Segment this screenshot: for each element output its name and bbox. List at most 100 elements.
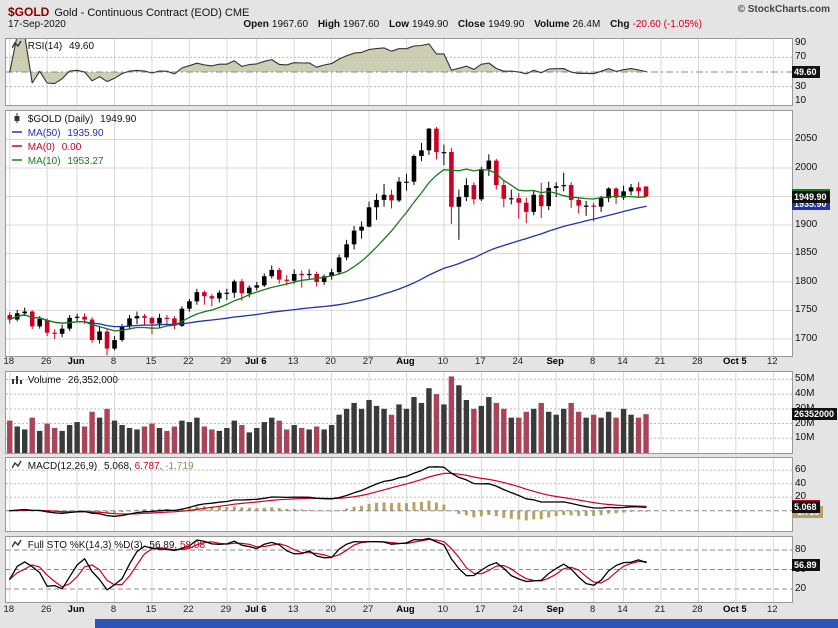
low-value: 1949.90	[411, 19, 449, 30]
open-label: Open	[243, 19, 269, 30]
axis-label: 1800	[795, 275, 818, 287]
ma50-line-icon	[12, 127, 22, 141]
macd-value: 5.068,	[104, 461, 132, 472]
stochastics-k-value: 56.89,	[149, 540, 178, 551]
date-label: 21	[654, 356, 666, 367]
date-label: 26	[40, 604, 52, 615]
axis-label: 40	[795, 477, 807, 489]
macd-signal-value: 6.787,	[134, 461, 163, 472]
price-plot	[6, 111, 792, 356]
value-box: 49.60	[792, 66, 820, 79]
rsi-plot	[6, 39, 792, 105]
date-label: Sep	[546, 356, 564, 367]
value-box: 26352000	[792, 408, 838, 421]
axis-label: 40M	[795, 388, 815, 400]
date-label: Jun	[67, 356, 85, 367]
date-label: Sep	[546, 604, 564, 615]
axis-label: 1850	[795, 247, 818, 259]
macd-panel	[5, 457, 793, 532]
copyright-label: © StockCharts.com	[737, 4, 830, 15]
axis-label: 10M	[795, 432, 815, 444]
axis-label: 30	[795, 80, 807, 92]
date-label: 10	[437, 356, 449, 367]
date-label: 17	[475, 356, 486, 367]
chart-date: 17-Sep-2020	[8, 19, 66, 30]
date-label: 15	[145, 604, 157, 615]
volume-legend: Volume 26,352,000	[12, 374, 118, 387]
rsi-value: 49.60	[69, 41, 95, 52]
date-label: 8	[589, 356, 596, 367]
date-label: 21	[654, 604, 666, 615]
stochastics-panel	[5, 536, 793, 603]
date-label: Aug	[396, 604, 415, 615]
macd-label: MACD(12,26,9)	[27, 461, 98, 472]
rsi-panel	[5, 38, 793, 106]
date-label: 14	[617, 604, 628, 615]
date-label: 10	[437, 604, 449, 615]
volume-label: Volume	[534, 19, 570, 30]
date-label: Jul 6	[244, 356, 267, 367]
bottom-blue-strip	[95, 619, 838, 628]
axis-label: 20M	[795, 417, 815, 429]
stochastics-legend: Full STO %K(14,3) %D(3) 56.89, 58.08	[11, 539, 206, 552]
ma50-value: 1935.90	[67, 128, 104, 139]
quote-row: Open 1967.60 High 1967.60 Low 1949.90 Close…	[236, 19, 702, 30]
chart-header: $GOLD Gold - Continuous Contract (EOD) CM…	[8, 3, 249, 21]
axis-label: 20	[795, 491, 807, 503]
symbol-description: Gold - Continuous Contract (EOD) CME	[54, 7, 250, 19]
high-label: High	[317, 19, 341, 30]
stochastics-d-value: 58.08	[180, 540, 206, 551]
date-label: 22	[183, 604, 194, 615]
date-label: 12	[766, 604, 778, 615]
date-axis-bottom: 18 26 Jun 8 15 22 29 Jul 6 13 20 27 Aug 10 17 24 Sep 8 14…	[0, 604, 838, 617]
date-label: 27	[362, 604, 374, 615]
date-label: Jul 6	[244, 604, 267, 615]
date-label: 13	[287, 604, 299, 615]
close-value: 1949.90	[488, 19, 525, 30]
date-label: 18	[3, 604, 15, 615]
date-label: 27	[362, 356, 374, 367]
date-label: 8	[110, 356, 117, 367]
axis-label: 20	[795, 583, 807, 594]
date-label: 29	[220, 604, 232, 615]
date-label: Jun	[67, 604, 85, 615]
price-legend-symbol: $GOLD (Daily)	[27, 114, 94, 125]
date-label: 24	[512, 604, 524, 615]
ma0-label: MA(0)	[27, 142, 56, 153]
close-label: Close	[457, 19, 486, 30]
price-panel	[5, 110, 793, 357]
volume-plot	[6, 372, 792, 453]
macd-legend: MACD(12,26,9) 5.068, 6.787, -1.719	[11, 460, 194, 473]
value-box: 5.068	[792, 501, 820, 514]
ma0-value: 0.00	[61, 142, 82, 153]
ma50-label: MA(50)	[27, 128, 61, 139]
axis-label: 80	[795, 544, 807, 555]
stochastics-indicator-icon	[11, 539, 22, 552]
ma10-label: MA(10)	[27, 156, 61, 167]
axis-label: 2050	[795, 133, 818, 145]
date-label: 28	[692, 604, 703, 615]
chg-label: Chg	[610, 19, 630, 30]
ma0-line-icon	[12, 141, 22, 155]
volume-legend-label: Volume	[27, 375, 62, 386]
rsi-label: RSI(14)	[27, 41, 63, 52]
axis-label: 1900	[795, 218, 818, 230]
price-legend-close: 1949.90	[100, 114, 137, 125]
ma10-value: 1953.27	[67, 156, 104, 167]
date-label: 24	[512, 356, 524, 367]
date-label: 28	[692, 356, 703, 367]
rsi-indicator-icon	[11, 40, 22, 53]
date-label: 29	[220, 356, 232, 367]
volume-value: 26.4M	[572, 19, 601, 30]
date-label: 12	[766, 356, 778, 367]
date-label: 14	[617, 356, 628, 367]
macd-hist-value: -1.719	[165, 461, 194, 472]
date-label: 20	[325, 356, 336, 367]
axis-label: 50M	[795, 373, 815, 385]
stochastics-plot	[6, 537, 792, 602]
date-label: 18	[3, 356, 15, 367]
date-label: 15	[145, 356, 157, 367]
value-box: 1949.90	[792, 190, 830, 203]
axis-label: 60	[795, 464, 807, 476]
axis-label: 1700	[795, 332, 818, 344]
